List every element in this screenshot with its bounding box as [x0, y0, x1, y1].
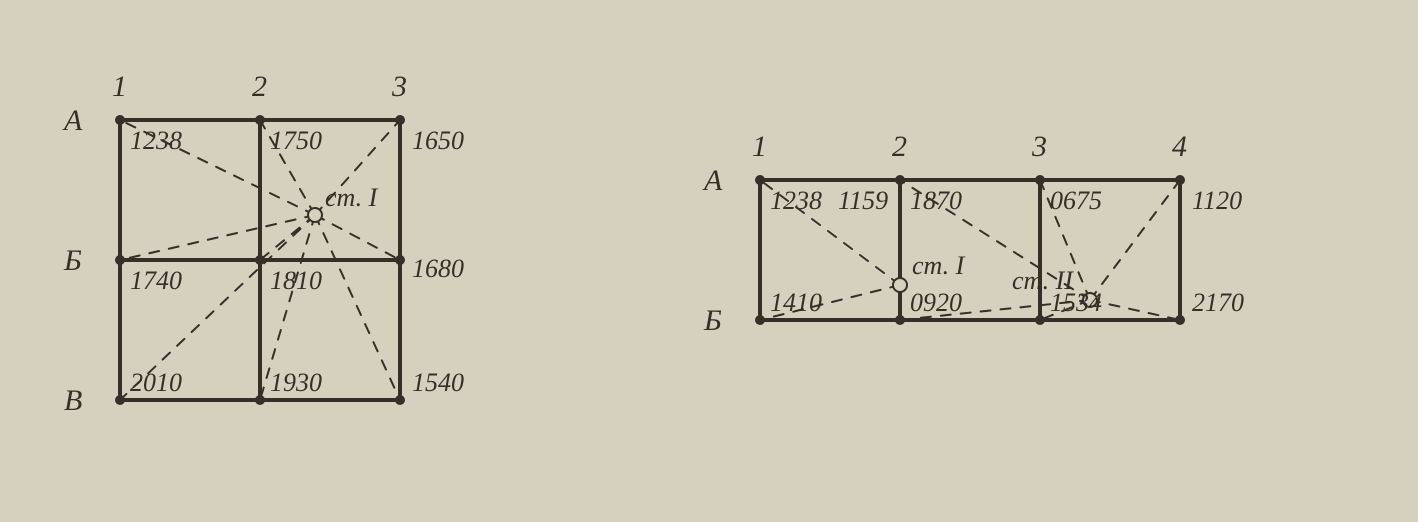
right-st2-sight-line: [1090, 180, 1180, 300]
left-row-header: В: [64, 386, 82, 416]
left-grid-node: [255, 115, 265, 125]
left-grid-node: [395, 255, 405, 265]
right-col-header: 4: [1172, 132, 1187, 162]
left-node-value: 1650: [412, 128, 464, 154]
right-node-value: 0675: [1050, 188, 1102, 214]
left-grid-node: [115, 255, 125, 265]
right-station-label-2: ст. II: [1012, 268, 1073, 294]
right-grid-node: [1035, 315, 1045, 325]
left-node-value: 1238: [130, 128, 182, 154]
left-sight-line: [315, 215, 400, 260]
right-node-value: 2170: [1192, 290, 1244, 316]
left-station-marker: [308, 208, 322, 222]
left-col-header: 2: [252, 72, 267, 102]
left-node-value: 1930: [270, 370, 322, 396]
right-row-header: Б: [704, 306, 722, 336]
right-row-header: А: [704, 166, 722, 196]
right-grid-node: [755, 315, 765, 325]
right-grid-node: [1035, 175, 1045, 185]
right-col-header: 1: [752, 132, 767, 162]
right-grid-node: [895, 315, 905, 325]
right-node-value: 1120: [1192, 188, 1242, 214]
right-station-label-1: ст. I: [912, 253, 964, 279]
left-node-value: 2010: [130, 370, 182, 396]
left-node-value: 1750: [270, 128, 322, 154]
left-sight-line: [315, 215, 400, 400]
left-col-header: 1: [112, 72, 127, 102]
left-row-header: Б: [64, 246, 82, 276]
right-grid-node: [895, 175, 905, 185]
right-node-value: 0920: [910, 290, 962, 316]
left-grid-node: [255, 255, 265, 265]
right-node-value: 1238: [770, 188, 822, 214]
left-station-label: ст. I: [325, 185, 377, 211]
right-col-header: 2: [892, 132, 907, 162]
left-row-header: А: [64, 106, 82, 136]
right-grid-node: [1175, 315, 1185, 325]
left-node-value: 1540: [412, 370, 464, 396]
left-grid-node: [395, 115, 405, 125]
right-node-value: 1159: [838, 188, 888, 214]
left-grid-node: [395, 395, 405, 405]
left-grid-node: [115, 115, 125, 125]
right-node-value: 1410: [770, 290, 822, 316]
right-col-header: 3: [1032, 132, 1047, 162]
diagram-canvas: [0, 0, 1418, 522]
right-st1-station-marker: [893, 278, 907, 292]
right-grid-node: [1175, 175, 1185, 185]
right-grid-node: [755, 175, 765, 185]
right-st2-sight-line: [1090, 300, 1180, 320]
left-node-value: 1740: [130, 268, 182, 294]
left-col-header: 3: [392, 72, 407, 102]
left-sight-line: [120, 215, 315, 260]
right-node-value: 1870: [910, 188, 962, 214]
left-node-value: 1680: [412, 256, 464, 282]
left-grid-node: [115, 395, 125, 405]
left-grid-node: [255, 395, 265, 405]
left-node-value: 1810: [270, 268, 322, 294]
